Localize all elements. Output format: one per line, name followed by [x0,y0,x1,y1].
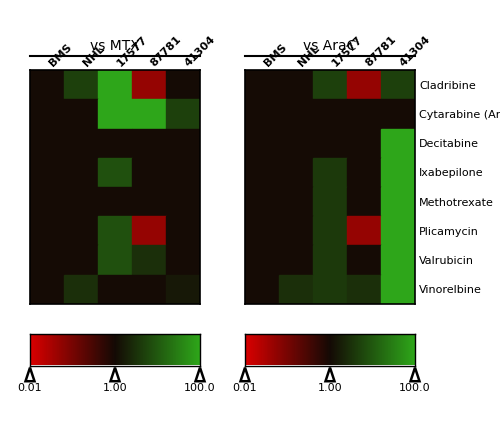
Text: 100.0: 100.0 [184,383,216,394]
Text: vs MTX: vs MTX [90,39,140,53]
Text: 1.00: 1.00 [102,383,128,394]
Bar [98,216,132,246]
Bar [313,99,347,129]
Bar [64,70,98,99]
Bar [132,275,166,304]
Bar [166,187,200,216]
Bar [98,99,132,129]
Bar [30,70,64,99]
Bar [279,246,313,275]
Bar [313,246,347,275]
Bar [98,70,132,99]
Bar [245,158,279,187]
Bar [347,216,381,246]
Bar [381,216,415,246]
Bar [245,216,279,246]
Bar [279,70,313,99]
Bar [166,129,200,158]
Bar [64,129,98,158]
Bar [98,158,132,187]
Bar [381,70,415,99]
Bar [279,99,313,129]
Bar [245,275,279,304]
Bar [245,246,279,275]
Bar [347,158,381,187]
Bar [64,275,98,304]
Text: vs AraC: vs AraC [304,39,356,53]
Bar [279,129,313,158]
Bar [98,129,132,158]
Bar [64,246,98,275]
Bar [30,187,64,216]
Bar [132,158,166,187]
Bar [132,216,166,246]
Bar [98,246,132,275]
Bar [347,246,381,275]
Bar [30,246,64,275]
Bar [30,216,64,246]
Bar [245,99,279,129]
Bar [347,275,381,304]
Bar [245,187,279,216]
Bar [381,129,415,158]
Bar [381,158,415,187]
Bar [381,275,415,304]
Bar [279,216,313,246]
Bar [132,246,166,275]
Bar [166,70,200,99]
Bar [313,158,347,187]
Bar [166,158,200,187]
Bar [30,129,64,158]
Bar [245,129,279,158]
Bar [166,99,200,129]
Text: 0.01: 0.01 [18,383,42,394]
Bar [166,246,200,275]
Text: 1.00: 1.00 [318,383,342,394]
Bar [313,129,347,158]
Bar [64,99,98,129]
Bar [279,158,313,187]
Bar [279,275,313,304]
Bar [347,70,381,99]
Bar [64,216,98,246]
Bar [245,70,279,99]
Bar [313,70,347,99]
Bar [313,275,347,304]
Bar [347,187,381,216]
Bar [313,216,347,246]
Text: 100.0: 100.0 [399,383,431,394]
Bar [132,129,166,158]
Bar [313,187,347,216]
Bar [64,187,98,216]
Bar [166,216,200,246]
Bar [279,187,313,216]
Bar [98,275,132,304]
Bar [347,129,381,158]
Bar [30,275,64,304]
Bar [30,99,64,129]
Bar [64,158,98,187]
Bar [381,99,415,129]
Bar [132,187,166,216]
Bar [381,187,415,216]
Bar [132,70,166,99]
Text: 0.01: 0.01 [232,383,258,394]
Bar [30,158,64,187]
Bar [166,275,200,304]
Bar [132,99,166,129]
Bar [381,246,415,275]
Bar [98,187,132,216]
Bar [347,99,381,129]
